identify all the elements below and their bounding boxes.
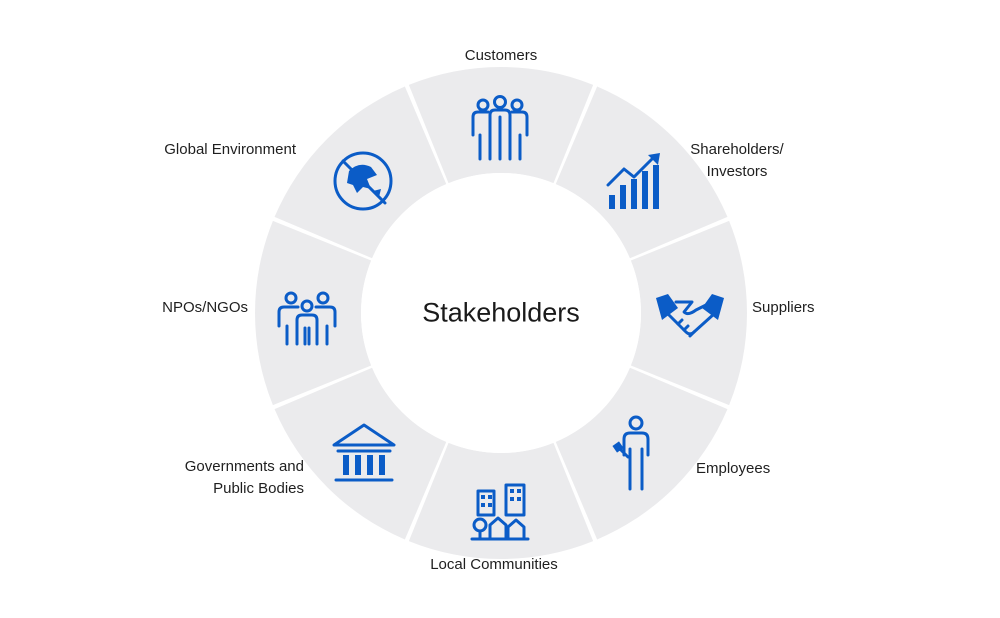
- label-local-communities: Local Communities: [430, 556, 558, 573]
- label-global-environment: Global Environment: [164, 141, 296, 158]
- segment-npos: [255, 220, 372, 406]
- people-group-icon: [471, 95, 529, 161]
- employee-icon: [612, 415, 650, 491]
- label-governments: Governments and Public Bodies: [184, 458, 304, 497]
- globe-icon: [333, 151, 393, 211]
- label-shareholders: Shareholders/ Investors: [690, 141, 784, 180]
- city-icon: [470, 483, 530, 541]
- segment-local-communities: [408, 442, 594, 559]
- center-title: Stakeholders: [422, 297, 580, 328]
- government-building-icon: [332, 423, 396, 482]
- segment-shareholders: [555, 86, 728, 259]
- label-employees: Employees: [696, 460, 771, 477]
- segment-governments: [274, 367, 447, 540]
- growth-chart-icon: [606, 153, 660, 209]
- label-customers: Customers: [464, 47, 538, 64]
- wheel-center-hole: [361, 173, 641, 453]
- label-suppliers: Suppliers: [752, 299, 815, 316]
- handshake-icon: [656, 294, 724, 338]
- community-group-icon: [277, 291, 337, 346]
- label-npos: NPOs/NGOs: [162, 299, 248, 316]
